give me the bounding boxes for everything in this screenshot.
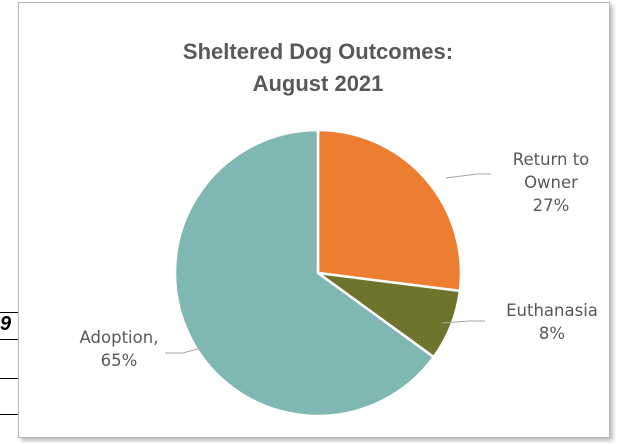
chart-title-line-1: Sheltered Dog Outcomes: — [183, 39, 453, 64]
pie-chart[interactable]: Sheltered Dog Outcomes: August 2021 Retu… — [19, 3, 611, 439]
data-label-line: 65% — [101, 351, 138, 370]
data-label-euthanasia: Euthanasia 8% — [506, 301, 598, 343]
leader-line — [445, 173, 491, 179]
leader-lines — [165, 173, 491, 354]
data-label-line: 8% — [539, 324, 565, 343]
data-label-line: Owner — [524, 173, 578, 192]
data-label-line: Euthanasia — [506, 301, 598, 320]
spreadsheet-cell[interactable] — [0, 312, 22, 340]
data-label-line: Return to — [513, 150, 590, 169]
pie-slices — [173, 128, 463, 418]
chart-area[interactable]: Sheltered Dog Outcomes: August 2021 Retu… — [18, 2, 610, 438]
data-label-adoption: Adoption, 65% — [80, 328, 159, 370]
leader-line — [441, 320, 485, 324]
spreadsheet-gridline — [0, 378, 22, 379]
leader-line — [165, 346, 206, 354]
pie-slice-return-to-owner[interactable] — [316, 128, 463, 293]
pie-slice-adoption[interactable] — [173, 128, 436, 418]
data-label-line: Adoption, — [80, 328, 159, 347]
spreadsheet-gridline — [0, 414, 22, 415]
data-label-line: 27% — [533, 196, 570, 215]
data-label-return-to-owner: Return to Owner 27% — [513, 150, 590, 215]
spreadsheet-cell-text: 9 — [0, 313, 12, 335]
chart-title-line-2: August 2021 — [253, 71, 384, 96]
data-labels: Return to Owner 27% Euthanasia 8% Adoption, 65… — [80, 150, 598, 370]
